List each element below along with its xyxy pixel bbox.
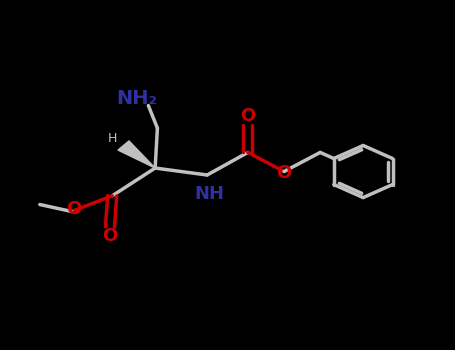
Text: O: O bbox=[66, 200, 81, 218]
Text: O: O bbox=[102, 227, 117, 245]
Text: NH₂: NH₂ bbox=[116, 89, 157, 108]
Text: O: O bbox=[240, 107, 255, 125]
Polygon shape bbox=[118, 141, 155, 168]
Text: NH: NH bbox=[194, 185, 224, 203]
Text: H: H bbox=[107, 132, 117, 145]
Text: O: O bbox=[276, 164, 292, 182]
